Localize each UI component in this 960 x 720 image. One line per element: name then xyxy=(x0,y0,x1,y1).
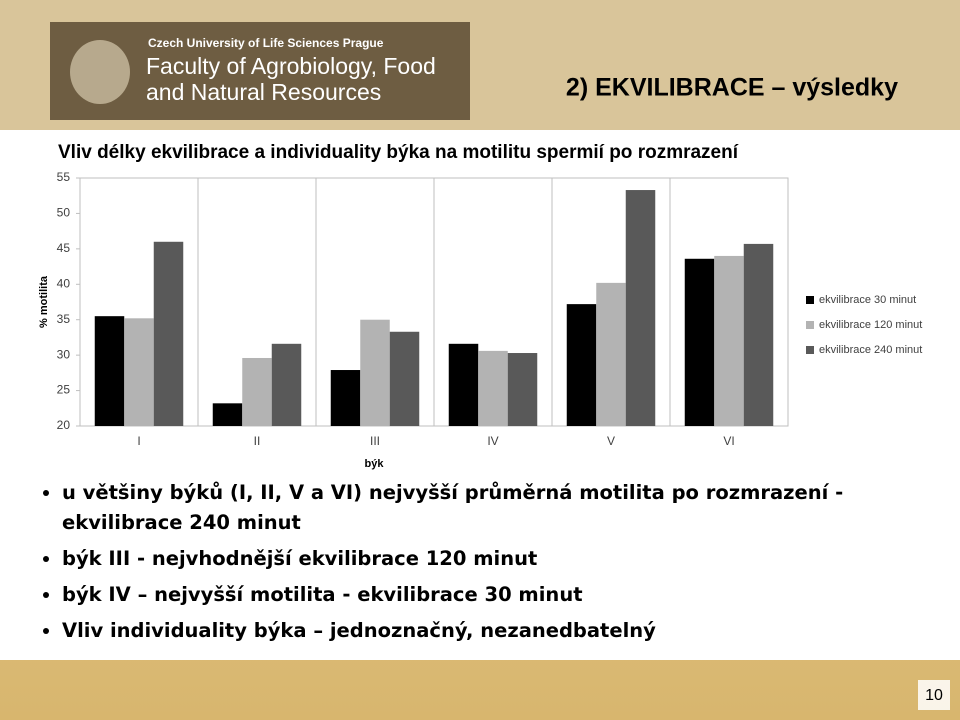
bullet: býk III - nejvhodnější ekvilibrace 120 m… xyxy=(62,544,922,574)
faculty: Faculty of Agrobiology, Food xyxy=(146,53,436,79)
chart-title: Vliv délky ekvilibrace a individuality b… xyxy=(58,142,739,163)
bar xyxy=(124,318,154,426)
y-tick-label: 55 xyxy=(57,170,71,184)
bar xyxy=(478,350,508,426)
bar xyxy=(271,343,302,426)
y-tick-label: 35 xyxy=(57,312,71,326)
x-tick-label: II xyxy=(254,434,261,448)
university: Czech University of Life Sciences Prague xyxy=(148,36,384,50)
logo-icon xyxy=(70,40,130,104)
legend-swatch xyxy=(806,346,814,354)
x-tick-label: III xyxy=(370,434,380,448)
bar xyxy=(714,255,744,426)
x-tick-label: IV xyxy=(487,434,498,448)
bar xyxy=(596,282,626,426)
bar xyxy=(566,304,597,426)
bar xyxy=(212,403,243,426)
faculty: and Natural Resources xyxy=(146,79,381,105)
bar xyxy=(330,370,361,426)
page-number-box xyxy=(918,680,950,710)
x-tick-label: V xyxy=(607,434,615,448)
bar xyxy=(507,353,538,426)
bar xyxy=(625,190,656,426)
bar xyxy=(389,331,420,426)
bar xyxy=(360,319,390,426)
legend-label: ekvilibrace 120 minut xyxy=(819,319,922,331)
legend-swatch xyxy=(806,296,814,304)
y-axis-label: % motilita xyxy=(38,275,50,328)
bullet: Vliv individuality býka – jednoznačný, n… xyxy=(62,616,922,646)
x-tick-label: I xyxy=(137,434,140,448)
y-tick-label: 30 xyxy=(57,347,71,361)
bullet-list: u většiny býků (I, II, V a VI) nejvyšší … xyxy=(28,478,922,652)
bar xyxy=(242,357,272,426)
bar xyxy=(153,241,184,426)
y-tick-label: 20 xyxy=(57,418,71,432)
bar xyxy=(684,258,715,426)
bullet: býk IV – nejvyšší motilita - ekvilibrace… xyxy=(62,580,922,610)
slide-title: 2) EKVILIBRACE – výsledky xyxy=(566,74,898,102)
bar xyxy=(743,243,774,426)
x-axis-label: býk xyxy=(365,458,385,470)
y-tick-label: 25 xyxy=(57,383,71,397)
y-tick-label: 50 xyxy=(57,206,71,220)
bullet: u většiny býků (I, II, V a VI) nejvyšší … xyxy=(62,478,922,538)
legend-label: ekvilibrace 30 minut xyxy=(819,294,916,306)
bar xyxy=(448,343,479,426)
y-tick-label: 40 xyxy=(57,276,71,290)
legend-swatch xyxy=(806,321,814,329)
y-tick-label: 45 xyxy=(57,241,71,255)
page-number: 10 xyxy=(925,687,943,704)
legend-label: ekvilibrace 240 minut xyxy=(819,344,922,356)
bar xyxy=(94,316,125,426)
x-tick-label: VI xyxy=(723,434,734,448)
